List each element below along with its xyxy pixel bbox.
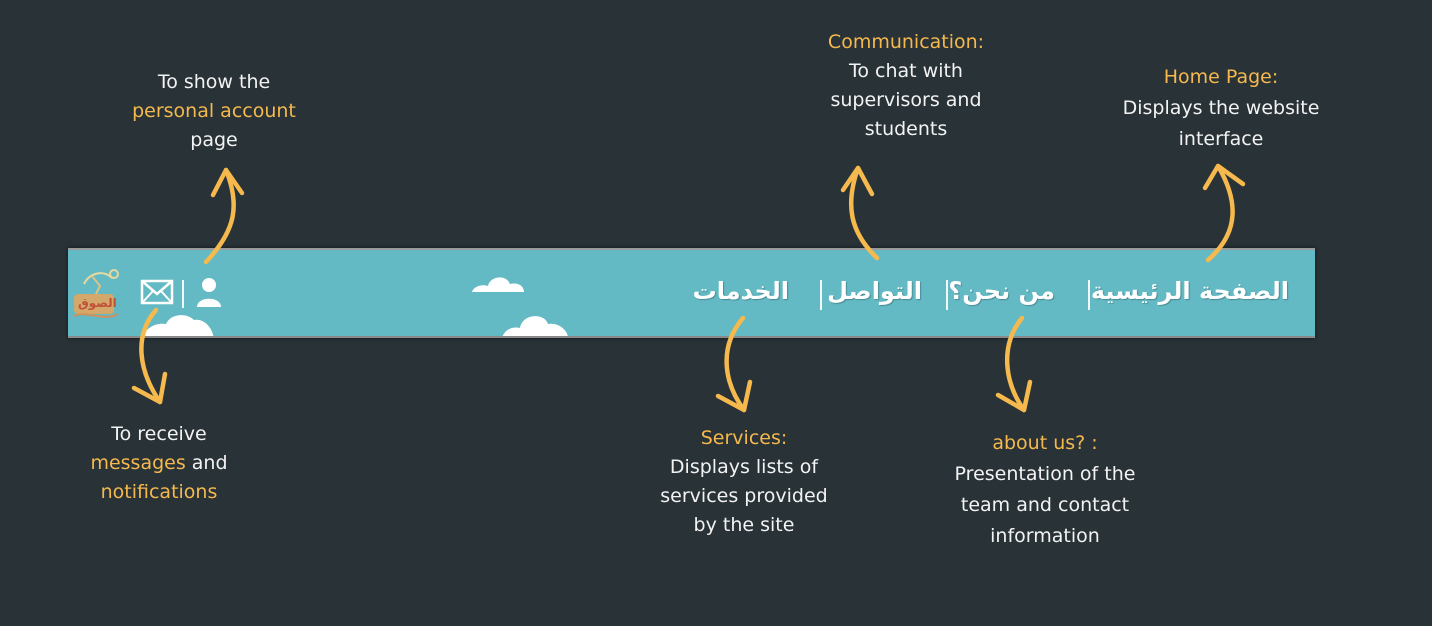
communication-arrow [848, 165, 880, 261]
home-annotation-title: Home Page: [1163, 66, 1279, 88]
nav-item-services[interactable]: الخدمات [692, 277, 789, 305]
nav-item-contact[interactable]: التواصل [827, 277, 922, 305]
nav-separator [946, 280, 948, 310]
navbar: الصوق الصفحة الرئيسية من نحن؟ التواصل ال… [68, 248, 1315, 338]
home-annotation-line1: Displays the website [1122, 97, 1320, 119]
home-annotation: Home Page: Displays the website interfac… [1101, 62, 1341, 155]
messages-annotation-highlight1: messages [90, 452, 186, 474]
messages-annotation-and: and [185, 452, 228, 474]
communication-annotation-title: Communication: [827, 31, 985, 53]
account-annotation-line3: page [190, 129, 238, 151]
messages-annotation-line1: To receive [111, 423, 207, 445]
nav-separator [820, 280, 822, 310]
logo-icon [73, 269, 119, 318]
services-annotation-title: Services: [700, 427, 788, 449]
account-annotation: To show the personal account page [114, 68, 314, 155]
communication-annotation-line1: To chat with [849, 60, 963, 82]
about-annotation-line1: Presentation of the [954, 463, 1136, 485]
cloud-decoration [502, 316, 568, 336]
nav-separator [1088, 280, 1090, 310]
services-annotation-line2: services provided [660, 485, 828, 507]
services-annotation-line1: Displays lists of [669, 456, 819, 478]
messages-annotation-line2: messages and [59, 449, 259, 478]
nav-item-about[interactable]: من نحن؟ [948, 277, 1055, 305]
services-annotation: Services: Displays lists of services pro… [634, 424, 854, 540]
icon-divider [182, 280, 184, 308]
services-annotation-line3: by the site [693, 514, 795, 536]
about-annotation-line3: information [990, 525, 1100, 547]
account-annotation-line1: To show the [157, 71, 271, 93]
home-annotation-line2: interface [1178, 128, 1264, 150]
communication-arrowhead [840, 165, 875, 197]
site-logo[interactable]: الصوق [70, 264, 140, 326]
cloud-decoration [472, 277, 524, 292]
envelope-icon[interactable] [140, 278, 174, 310]
about-annotation-title: about us? : [992, 432, 1098, 454]
cloud-decoration [143, 315, 214, 336]
services-arrowhead [715, 379, 753, 413]
account-annotation-highlight: personal account [132, 100, 296, 122]
messages-annotation: To receive messages and notifications [59, 420, 259, 507]
messages-arrowhead [131, 371, 168, 405]
messages-annotation-highlight2: notifications [100, 481, 218, 503]
home-arrowhead [1202, 163, 1246, 191]
user-icon[interactable] [196, 276, 222, 312]
nav-item-home[interactable]: الصفحة الرئيسية [1090, 277, 1289, 305]
about-annotation-line2: team and contact [960, 494, 1130, 516]
logo-text: الصوق [78, 296, 117, 310]
communication-annotation: Communication: To chat with supervisors … [796, 28, 1016, 144]
home-arrow [1205, 163, 1235, 263]
communication-annotation-line2: supervisors and [830, 89, 982, 111]
account-arrowhead [210, 167, 245, 198]
about-arrowhead [995, 379, 1033, 413]
about-annotation: about us? : Presentation of the team and… [935, 428, 1155, 552]
communication-annotation-line3: students [864, 118, 948, 140]
